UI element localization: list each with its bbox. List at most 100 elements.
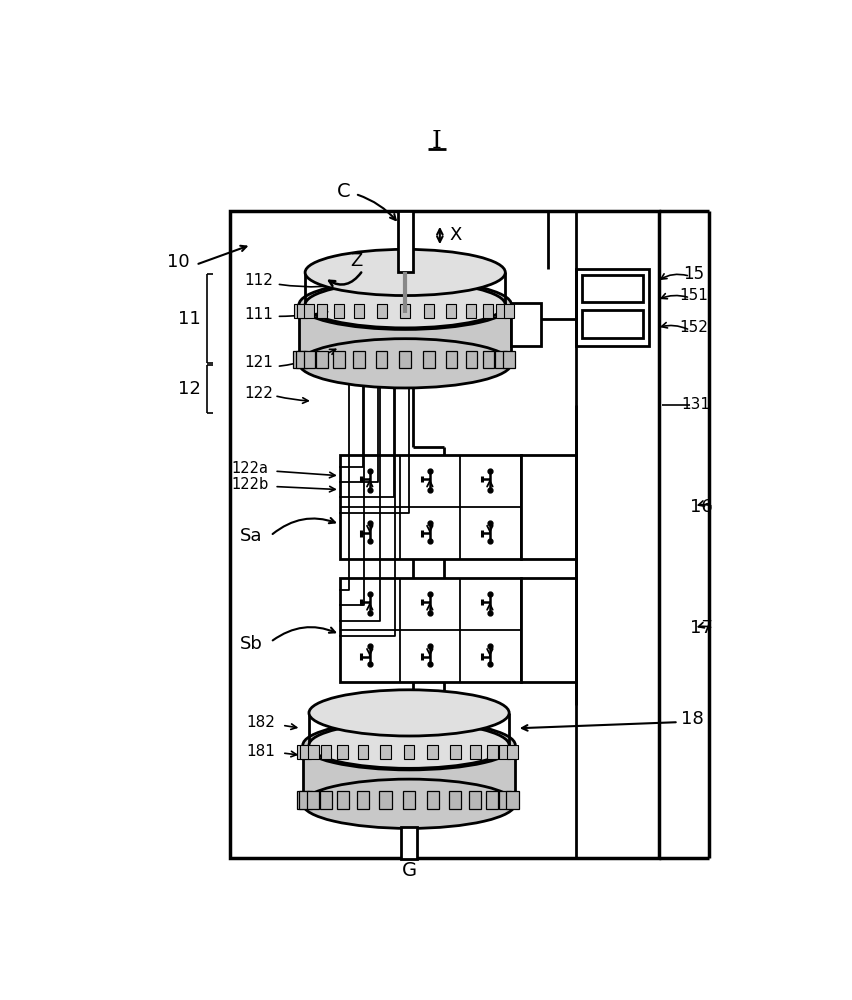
Bar <box>448 791 461 809</box>
Text: 122a: 122a <box>231 461 268 476</box>
Bar <box>445 351 457 368</box>
Bar <box>486 791 498 809</box>
Bar <box>356 791 369 809</box>
Bar <box>449 745 460 759</box>
Text: 121: 121 <box>245 355 273 370</box>
Bar <box>403 745 414 759</box>
Bar <box>486 745 497 759</box>
Bar <box>466 304 476 318</box>
Text: Sb: Sb <box>239 635 262 653</box>
Bar <box>401 827 417 859</box>
Bar <box>504 304 513 318</box>
Bar <box>339 455 520 559</box>
Bar <box>379 791 391 809</box>
Bar <box>503 351 514 368</box>
Text: X: X <box>448 227 461 244</box>
Bar <box>294 304 303 318</box>
Bar <box>495 351 506 368</box>
Bar <box>300 745 310 759</box>
Bar <box>380 745 390 759</box>
Bar <box>427 745 438 759</box>
Ellipse shape <box>302 779 515 828</box>
Bar <box>299 791 311 809</box>
Ellipse shape <box>298 280 511 329</box>
Text: 152: 152 <box>679 320 707 335</box>
Text: 122: 122 <box>245 386 273 401</box>
Text: 151: 151 <box>679 288 707 303</box>
Bar <box>506 791 518 809</box>
Bar <box>397 211 412 272</box>
Bar <box>337 745 348 759</box>
Text: 10: 10 <box>166 253 189 271</box>
Bar <box>302 745 515 804</box>
Bar <box>511 303 540 346</box>
Bar <box>469 791 481 809</box>
Ellipse shape <box>302 721 515 770</box>
Bar <box>303 351 315 368</box>
Bar <box>296 304 306 318</box>
Ellipse shape <box>305 282 504 328</box>
Bar <box>376 351 387 368</box>
Bar <box>316 351 327 368</box>
Text: 17: 17 <box>689 619 712 637</box>
Bar <box>296 791 308 809</box>
Bar <box>354 304 364 318</box>
Bar <box>298 305 511 363</box>
Text: 112: 112 <box>245 273 273 288</box>
Bar <box>426 791 438 809</box>
Bar <box>308 745 319 759</box>
Bar <box>498 791 510 809</box>
Bar <box>399 351 411 368</box>
Bar <box>400 304 410 318</box>
Text: 18: 18 <box>680 710 703 728</box>
Text: Sa: Sa <box>239 527 262 545</box>
Bar <box>293 351 304 368</box>
Text: Z: Z <box>350 252 362 270</box>
Text: 11: 11 <box>178 310 201 328</box>
Bar <box>482 351 493 368</box>
Bar <box>483 304 492 318</box>
Bar <box>229 211 659 858</box>
Bar <box>507 745 517 759</box>
Ellipse shape <box>305 249 504 296</box>
Bar <box>582 275 642 302</box>
Text: C: C <box>337 182 350 201</box>
Text: 131: 131 <box>680 397 709 412</box>
Bar <box>423 351 435 368</box>
Text: I: I <box>431 130 441 153</box>
Bar <box>446 304 456 318</box>
Text: 111: 111 <box>245 307 273 322</box>
Bar <box>469 745 481 759</box>
Bar <box>465 351 476 368</box>
Bar <box>402 791 415 809</box>
Bar <box>320 745 331 759</box>
Bar <box>334 304 343 318</box>
Bar <box>495 304 505 318</box>
Bar <box>333 351 344 368</box>
Bar <box>339 578 520 682</box>
Bar <box>582 310 642 338</box>
Bar <box>498 745 509 759</box>
Bar <box>297 745 308 759</box>
Text: G: G <box>401 861 416 880</box>
Ellipse shape <box>308 690 509 736</box>
Bar <box>304 304 314 318</box>
Text: 16: 16 <box>689 498 712 516</box>
Text: 12: 12 <box>178 380 201 398</box>
Text: 181: 181 <box>246 744 275 759</box>
Text: 15: 15 <box>682 265 704 283</box>
Bar <box>296 351 307 368</box>
Text: 182: 182 <box>246 715 275 730</box>
Bar <box>353 351 365 368</box>
Text: 122b: 122b <box>231 477 268 492</box>
Bar <box>357 745 368 759</box>
Bar <box>376 304 386 318</box>
Bar <box>320 791 331 809</box>
Bar <box>307 791 320 809</box>
Bar <box>520 578 575 682</box>
Ellipse shape <box>298 339 511 388</box>
Bar <box>337 791 348 809</box>
Bar <box>520 455 575 559</box>
Bar <box>423 304 434 318</box>
Bar <box>575 269 648 346</box>
